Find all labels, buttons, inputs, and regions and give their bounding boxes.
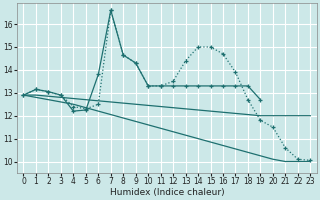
X-axis label: Humidex (Indice chaleur): Humidex (Indice chaleur) — [109, 188, 224, 197]
